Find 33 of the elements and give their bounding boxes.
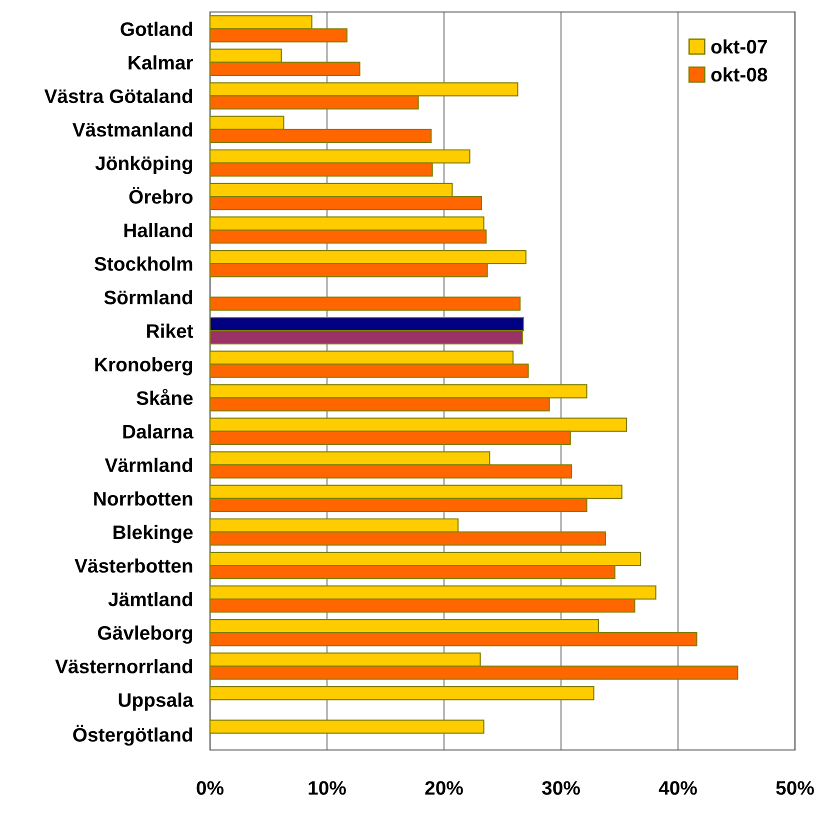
y-tick-label: Västmanland (72, 122, 192, 137)
y-tick-label: Jämtland (108, 592, 192, 606)
y-tick-label: Västra Götaland (44, 88, 192, 104)
x-tick-label: 20% (425, 781, 463, 795)
x-tick-label: 30% (542, 781, 580, 795)
y-tick-label: Örebro (129, 186, 193, 204)
y-tick-label: Uppsala (118, 692, 194, 711)
y-tick-label: Blekinge (114, 524, 193, 544)
y-tick-label: Västernorrland (55, 659, 192, 674)
y-tick-label: Gotland (120, 22, 192, 36)
y-tick-label: Kalmar (128, 55, 194, 70)
y-tick-label: Riket (147, 324, 194, 338)
y-tick-label: Värmland (104, 458, 192, 472)
y-tick-label: Gävleborg (98, 626, 192, 644)
y-tick-label: Skåne (136, 388, 193, 406)
y-tick-label: Västerbotten (74, 558, 192, 573)
bar (210, 720, 484, 734)
y-tick-label: Sörmland (104, 290, 192, 304)
y-tick-label: Stockholm (94, 256, 192, 271)
y-tick-label: Kronoberg (95, 357, 192, 376)
y-tick-label: Halland (124, 223, 192, 238)
y-tick-label: Jönköping (95, 156, 192, 174)
legend-label: okt-08 (711, 67, 768, 82)
x-tick-label: 0% (196, 781, 224, 795)
bar (210, 686, 594, 700)
x-tick-label: 50% (776, 781, 814, 795)
legend-label: okt-07 (711, 39, 767, 54)
bar (210, 296, 521, 311)
x-tick-label: 40% (658, 781, 697, 795)
y-tick-label: Östergötland (73, 724, 192, 746)
y-tick-label: Norrbotten (94, 491, 192, 506)
x-tick-label: 10% (308, 781, 346, 795)
y-tick-label: Dalarna (123, 424, 194, 439)
